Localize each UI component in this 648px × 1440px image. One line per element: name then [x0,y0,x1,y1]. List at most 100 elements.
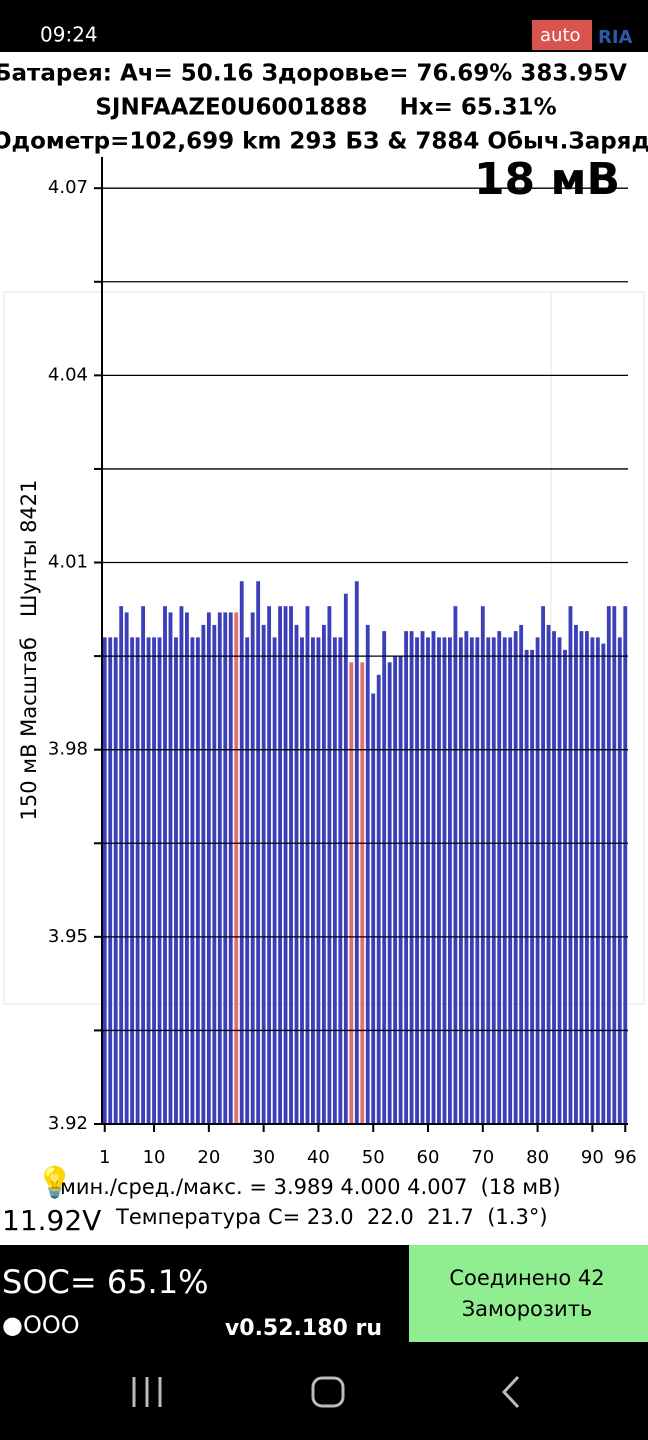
bar [508,637,513,1124]
bar [124,612,129,1124]
x-tick-label: 20 [197,1147,220,1168]
bar [530,649,535,1124]
bar [584,631,589,1124]
bar [387,662,392,1124]
bar [261,624,266,1124]
bar [201,624,206,1124]
bar [343,593,348,1124]
bar [360,662,365,1124]
bar [102,637,107,1124]
chart: 3.92 3.95 3.98 4.01 4.04 4.07 1 10 20 30 40 50 60 70 8… [48,157,637,1168]
bar [552,631,556,1124]
bar [190,637,195,1124]
watermark: RIA [598,27,633,48]
bar [108,637,113,1124]
voltage: 11.92V [2,1204,101,1237]
x-tick-label: 50 [362,1147,385,1168]
x-tick-label: 60 [417,1147,440,1168]
header-line: SJNFAAZE0U6001888 Hx= 65.31% [95,95,556,121]
bar [382,631,387,1124]
nav-back[interactable] [501,1375,520,1409]
bar [272,637,277,1124]
bar [563,649,567,1124]
bar [185,612,189,1124]
bar [426,637,430,1124]
bar [174,637,178,1124]
x-tick-label: 1 [99,1147,110,1168]
bar [546,624,551,1124]
bar [349,662,354,1124]
bar [557,637,562,1124]
bar [321,624,326,1124]
bar [453,606,458,1124]
bar [234,612,239,1124]
bar [152,637,156,1124]
bar [617,637,622,1124]
bar [524,649,529,1124]
bar [294,624,299,1124]
bar [437,637,441,1124]
time: 09:24 [40,23,98,47]
bar [327,606,332,1124]
bar [157,637,162,1124]
bar [606,606,611,1124]
bar [332,637,337,1124]
bar [491,637,496,1124]
bar [300,637,304,1124]
bar [267,606,272,1124]
summary: мин./сред./макс. = 3.989 4.000 4.007 (18… [60,1175,561,1199]
bar [431,631,436,1124]
y-tick-label: 4.01 [48,552,88,573]
x-tick-label: 96 [614,1147,637,1168]
bar [475,637,480,1124]
bar [278,606,282,1124]
bar [398,656,403,1124]
header-line: Одометр=102,699 km 293 БЗ & 7884 Обыч.За… [0,129,648,155]
x-tick-label: 80 [526,1147,549,1168]
bar [311,637,315,1124]
x-tick-label: 70 [471,1147,494,1168]
bar [354,581,359,1124]
bar [464,631,469,1124]
nav-recent[interactable] [132,1377,162,1407]
y-tick-label: 4.04 [48,364,88,385]
bar [404,631,409,1124]
version: v0.52.180 ru [225,1316,382,1341]
bar [497,631,502,1124]
y-tick-label: 3.98 [48,739,88,760]
bar [371,693,376,1124]
bar [469,637,474,1124]
bar [195,637,200,1124]
nav-bar [132,1375,520,1409]
bar [513,631,518,1124]
bar [283,606,288,1124]
y-axis-label: 150 мВ Масштаб Шунты 8421 [17,479,41,820]
bar [568,606,573,1124]
bar [420,631,425,1124]
bar [601,643,606,1124]
bar [393,656,398,1124]
bulb-icon: 💡 [36,1165,73,1201]
y-tick-label: 4.07 [48,177,88,198]
bar [579,631,584,1124]
x-tick-label: 40 [307,1147,330,1168]
bar [376,674,381,1124]
bar [250,612,255,1124]
bar [168,612,173,1124]
bar [486,637,491,1124]
y-tick-label: 3.95 [48,926,88,947]
x-tick-label: 10 [143,1147,166,1168]
button-label[interactable]: Заморозить [462,1297,593,1321]
freeze-button[interactable] [409,1245,648,1342]
bar [448,637,452,1124]
bar [365,624,370,1124]
bar [535,637,540,1124]
bar [305,606,310,1124]
button-label[interactable]: Соединено 42 [449,1266,604,1290]
bar [212,624,217,1124]
bar [289,606,293,1124]
bar [519,624,524,1124]
nav-home[interactable] [311,1376,345,1408]
bar [256,581,261,1124]
